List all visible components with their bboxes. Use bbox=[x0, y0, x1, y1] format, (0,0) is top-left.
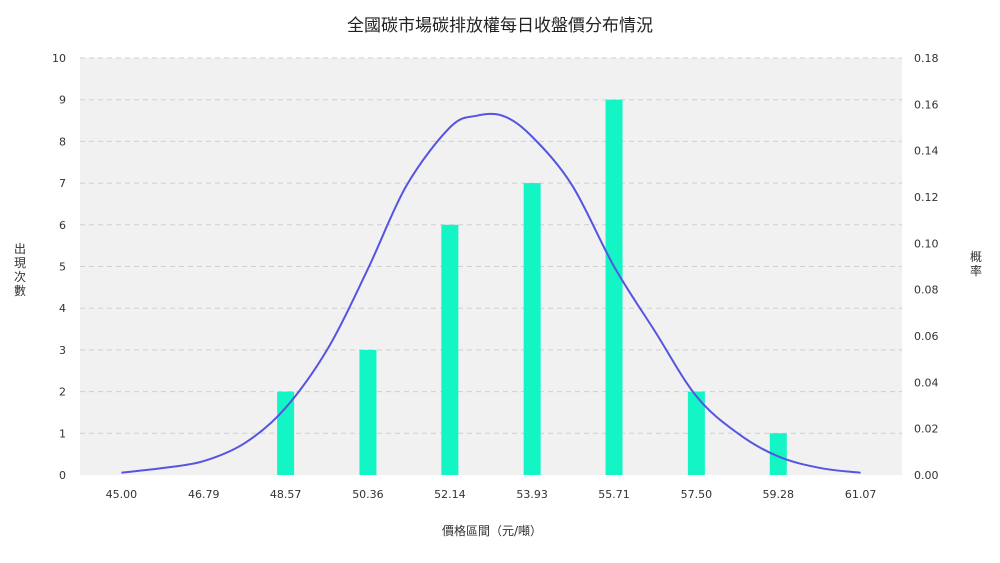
y-tick-label: 10 bbox=[52, 52, 66, 65]
axis-label-char: 次 bbox=[14, 270, 26, 284]
y2-tick-label: 0.04 bbox=[914, 376, 939, 389]
bars bbox=[277, 99, 787, 475]
x-axis-ticks: 45.00 46.79 48.57 50.36 52.14 53.93 55.71 57.50… bbox=[106, 488, 877, 501]
bar bbox=[277, 391, 295, 475]
x-tick-label: 52.14 bbox=[434, 488, 466, 501]
x-tick-label: 45.00 bbox=[106, 488, 138, 501]
bar bbox=[523, 183, 541, 475]
y-tick-label: 0 bbox=[59, 469, 66, 482]
x-tick-label: 59.28 bbox=[763, 488, 795, 501]
y-axis-right-label: 概率 bbox=[970, 250, 982, 278]
axis-label-char: 概 bbox=[970, 250, 982, 264]
y2-tick-label: 0.00 bbox=[914, 469, 939, 482]
x-tick-label: 57.50 bbox=[681, 488, 713, 501]
x-tick-label: 53.93 bbox=[516, 488, 548, 501]
y-tick-label: 4 bbox=[59, 302, 66, 315]
x-tick-label: 46.79 bbox=[188, 488, 220, 501]
plot-area bbox=[80, 58, 902, 475]
x-tick-label: 55.71 bbox=[598, 488, 630, 501]
y2-tick-label: 0.10 bbox=[914, 237, 939, 250]
y2-tick-label: 0.12 bbox=[914, 191, 939, 204]
x-tick-label: 50.36 bbox=[352, 488, 384, 501]
grid-lines bbox=[80, 57, 902, 434]
y-tick-label: 1 bbox=[59, 427, 66, 440]
y2-tick-label: 0.08 bbox=[914, 284, 939, 297]
y-tick-label: 2 bbox=[59, 386, 66, 399]
y-axis-right-ticks: 0.00 0.02 0.04 0.06 0.08 0.10 0.12 0.14 0.16 0.18 bbox=[914, 52, 939, 482]
axis-label-char: 率 bbox=[970, 263, 982, 278]
bar bbox=[687, 391, 705, 475]
y-tick-label: 8 bbox=[59, 135, 66, 148]
y-tick-label: 9 bbox=[59, 94, 66, 107]
x-tick-label: 48.57 bbox=[270, 488, 302, 501]
probability-curve bbox=[121, 112, 861, 474]
y-tick-label: 7 bbox=[59, 177, 66, 190]
y-tick-label: 6 bbox=[59, 219, 66, 232]
axis-label-char: 數 bbox=[14, 284, 26, 298]
bar bbox=[605, 99, 623, 475]
y2-tick-label: 0.06 bbox=[914, 330, 939, 343]
bar bbox=[359, 349, 377, 475]
axis-label-char: 現 bbox=[14, 256, 26, 270]
y-tick-label: 5 bbox=[59, 261, 66, 274]
chart-title: 全國碳市場碳排放權每日收盤價分布情況 bbox=[347, 16, 653, 36]
axis-label-char: 出 bbox=[14, 242, 26, 256]
x-axis-label: 價格區間（元/噸） bbox=[442, 523, 542, 538]
y2-tick-label: 0.14 bbox=[914, 145, 939, 158]
x-tick-label: 61.07 bbox=[845, 488, 877, 501]
y2-tick-label: 0.16 bbox=[914, 98, 939, 111]
y2-tick-label: 0.02 bbox=[914, 423, 939, 436]
bar bbox=[769, 433, 787, 475]
bar bbox=[441, 224, 459, 475]
y-tick-label: 3 bbox=[59, 344, 66, 357]
y-axis-left-ticks: 0 1 2 3 4 5 6 7 8 9 10 bbox=[52, 52, 66, 482]
y2-tick-label: 0.18 bbox=[914, 52, 939, 65]
